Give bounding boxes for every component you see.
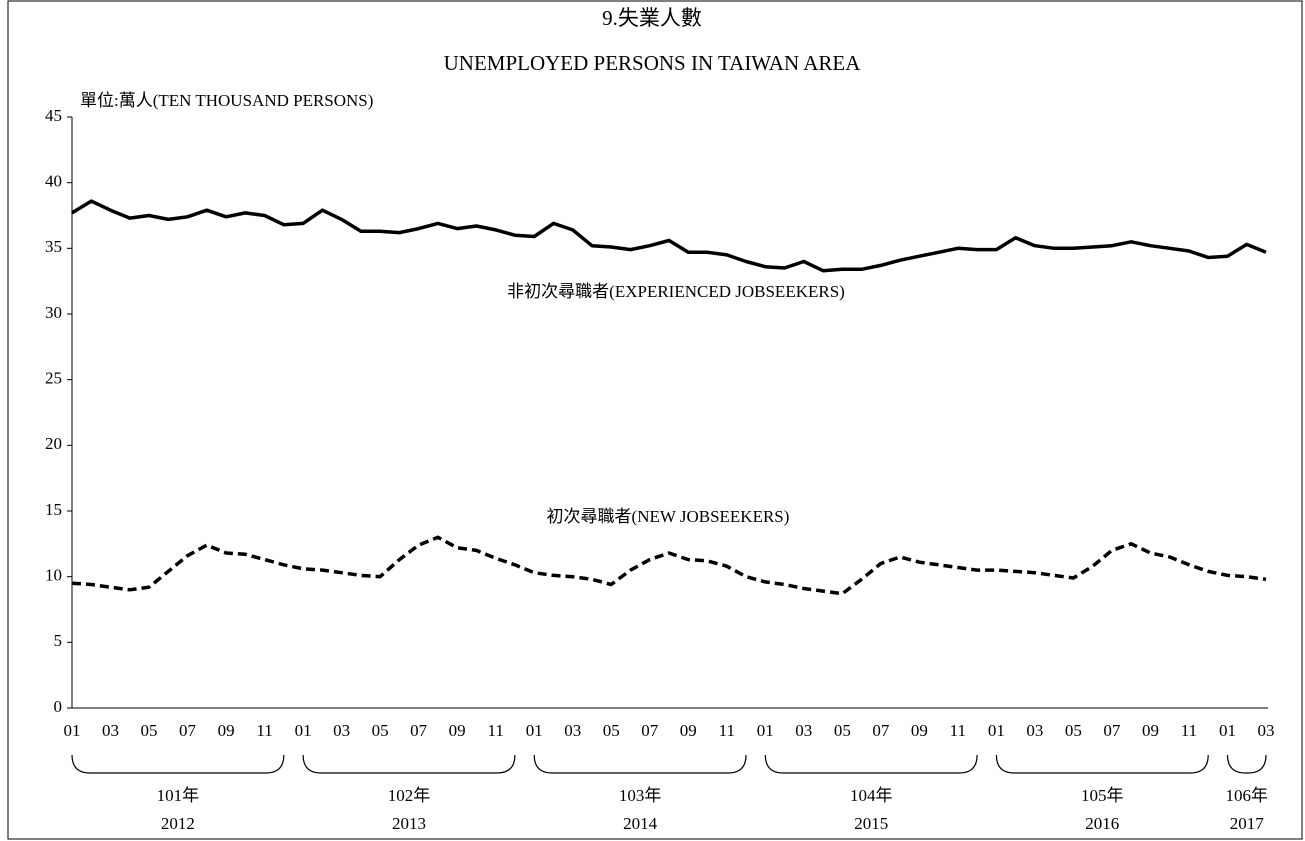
year-brace — [995, 754, 1209, 774]
y-axis-label: 單位:萬人(TEN THOUSAND PERSONS) — [80, 91, 373, 110]
x-tick-label: 11 — [950, 721, 966, 740]
year-roc-label: 106年 — [1225, 786, 1268, 805]
year-brace — [1226, 754, 1267, 774]
y-tick-label: 10 — [45, 566, 62, 585]
x-tick-label: 07 — [641, 721, 659, 740]
series-label: 非初次尋職者(EXPERIENCED JOBSEEKERS) — [507, 282, 845, 301]
x-tick-label: 01 — [64, 721, 81, 740]
x-tick-label: 03 — [1026, 721, 1043, 740]
year-label: 2013 — [392, 814, 426, 833]
x-tick-label: 11 — [256, 721, 272, 740]
x-tick-label: 05 — [603, 721, 620, 740]
chart-title: 9.失業人數 — [602, 6, 702, 30]
y-tick-label: 25 — [45, 369, 62, 388]
year-roc-label: 105年 — [1081, 786, 1124, 805]
year-label: 2014 — [623, 814, 658, 833]
x-tick-label: 09 — [1142, 721, 1159, 740]
x-tick-label: 11 — [719, 721, 735, 740]
x-tick-label: 05 — [141, 721, 158, 740]
series-line — [71, 535, 1267, 596]
chart-border — [7, 0, 1303, 840]
x-tick-label: 09 — [680, 721, 697, 740]
x-tick-label: 03 — [564, 721, 581, 740]
series-line — [71, 199, 1267, 273]
year-roc-label: 101年 — [157, 786, 200, 805]
y-tick-label: 40 — [45, 172, 62, 191]
y-tick-label: 15 — [45, 500, 62, 519]
x-tick-label: 03 — [102, 721, 119, 740]
x-tick-label: 01 — [988, 721, 1005, 740]
x-tick-label: 09 — [218, 721, 235, 740]
x-tick-label: 05 — [1065, 721, 1082, 740]
x-tick-label: 01 — [295, 721, 312, 740]
year-roc-label: 103年 — [619, 786, 662, 805]
x-tick-label: 11 — [487, 721, 503, 740]
x-tick-label: 03 — [333, 721, 350, 740]
year-brace — [71, 754, 285, 774]
year-brace — [302, 754, 516, 774]
x-tick-label: 03 — [795, 721, 812, 740]
y-tick-label: 20 — [45, 434, 62, 453]
x-tick-label: 11 — [1181, 721, 1197, 740]
x-tick-label: 07 — [872, 721, 890, 740]
series-label: 初次尋職者(NEW JOBSEEKERS) — [547, 507, 790, 526]
x-tick-label: 05 — [372, 721, 389, 740]
x-tick-label: 07 — [410, 721, 428, 740]
y-tick-label: 45 — [45, 106, 62, 125]
year-label: 2015 — [854, 814, 888, 833]
year-brace — [764, 754, 978, 774]
year-label: 2012 — [161, 814, 195, 833]
x-tick-label: 09 — [449, 721, 466, 740]
chart-subtitle: UNEMPLOYED PERSONS IN TAIWAN AREA — [444, 51, 862, 75]
y-tick-label: 5 — [54, 631, 63, 650]
year-label: 2016 — [1085, 814, 1119, 833]
year-roc-label: 102年 — [388, 786, 431, 805]
x-tick-label: 07 — [1103, 721, 1121, 740]
y-tick-label: 35 — [45, 237, 62, 256]
year-label: 2017 — [1230, 814, 1265, 833]
x-tick-label: 05 — [834, 721, 851, 740]
x-tick-label: 01 — [757, 721, 774, 740]
y-tick-label: 0 — [54, 697, 63, 716]
y-tick-label: 30 — [45, 303, 62, 322]
x-tick-label: 01 — [1219, 721, 1236, 740]
year-brace — [533, 754, 747, 774]
x-tick-label: 07 — [179, 721, 197, 740]
x-tick-label: 09 — [911, 721, 928, 740]
x-tick-label: 01 — [526, 721, 543, 740]
year-roc-label: 104年 — [850, 786, 893, 805]
x-tick-label: 03 — [1258, 721, 1275, 740]
